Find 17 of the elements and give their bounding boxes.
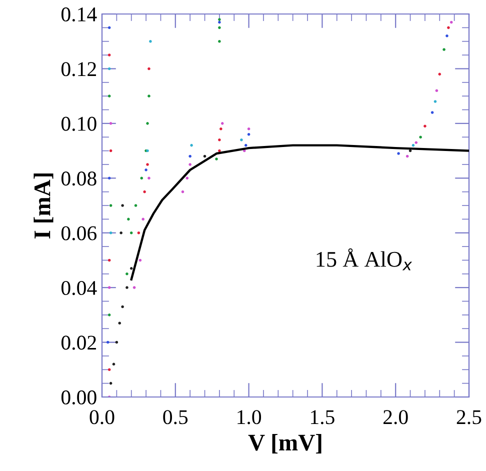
annotation: 15 Å AlO$_{x}$ [316, 248, 412, 270]
x-tick-label: 1.5 [311, 410, 334, 424]
x-tick-label: 1.0 [238, 410, 262, 424]
x-tick-label: 2.0 [383, 410, 408, 424]
y-tick-label: 0.08 [61, 172, 96, 186]
x-tick-label: 0.5 [163, 410, 188, 424]
y-tick-label: 0.00 [61, 390, 96, 405]
x-tick-label: 2.5 [456, 410, 482, 424]
y-tick-label: 0.04 [61, 280, 97, 296]
x-axis-title: V [mV] [248, 434, 322, 454]
y-tick-label: 0.02 [61, 336, 96, 350]
y-tick-label: 0.06 [61, 226, 97, 240]
y-axis-title: I [mA] [34, 173, 54, 238]
y-tick-label: 0.14 [61, 7, 97, 22]
x-tick-label: 0.0 [90, 410, 114, 424]
y-tick-label: 0.12 [61, 62, 96, 76]
y-tick-label: 0.10 [61, 116, 96, 131]
